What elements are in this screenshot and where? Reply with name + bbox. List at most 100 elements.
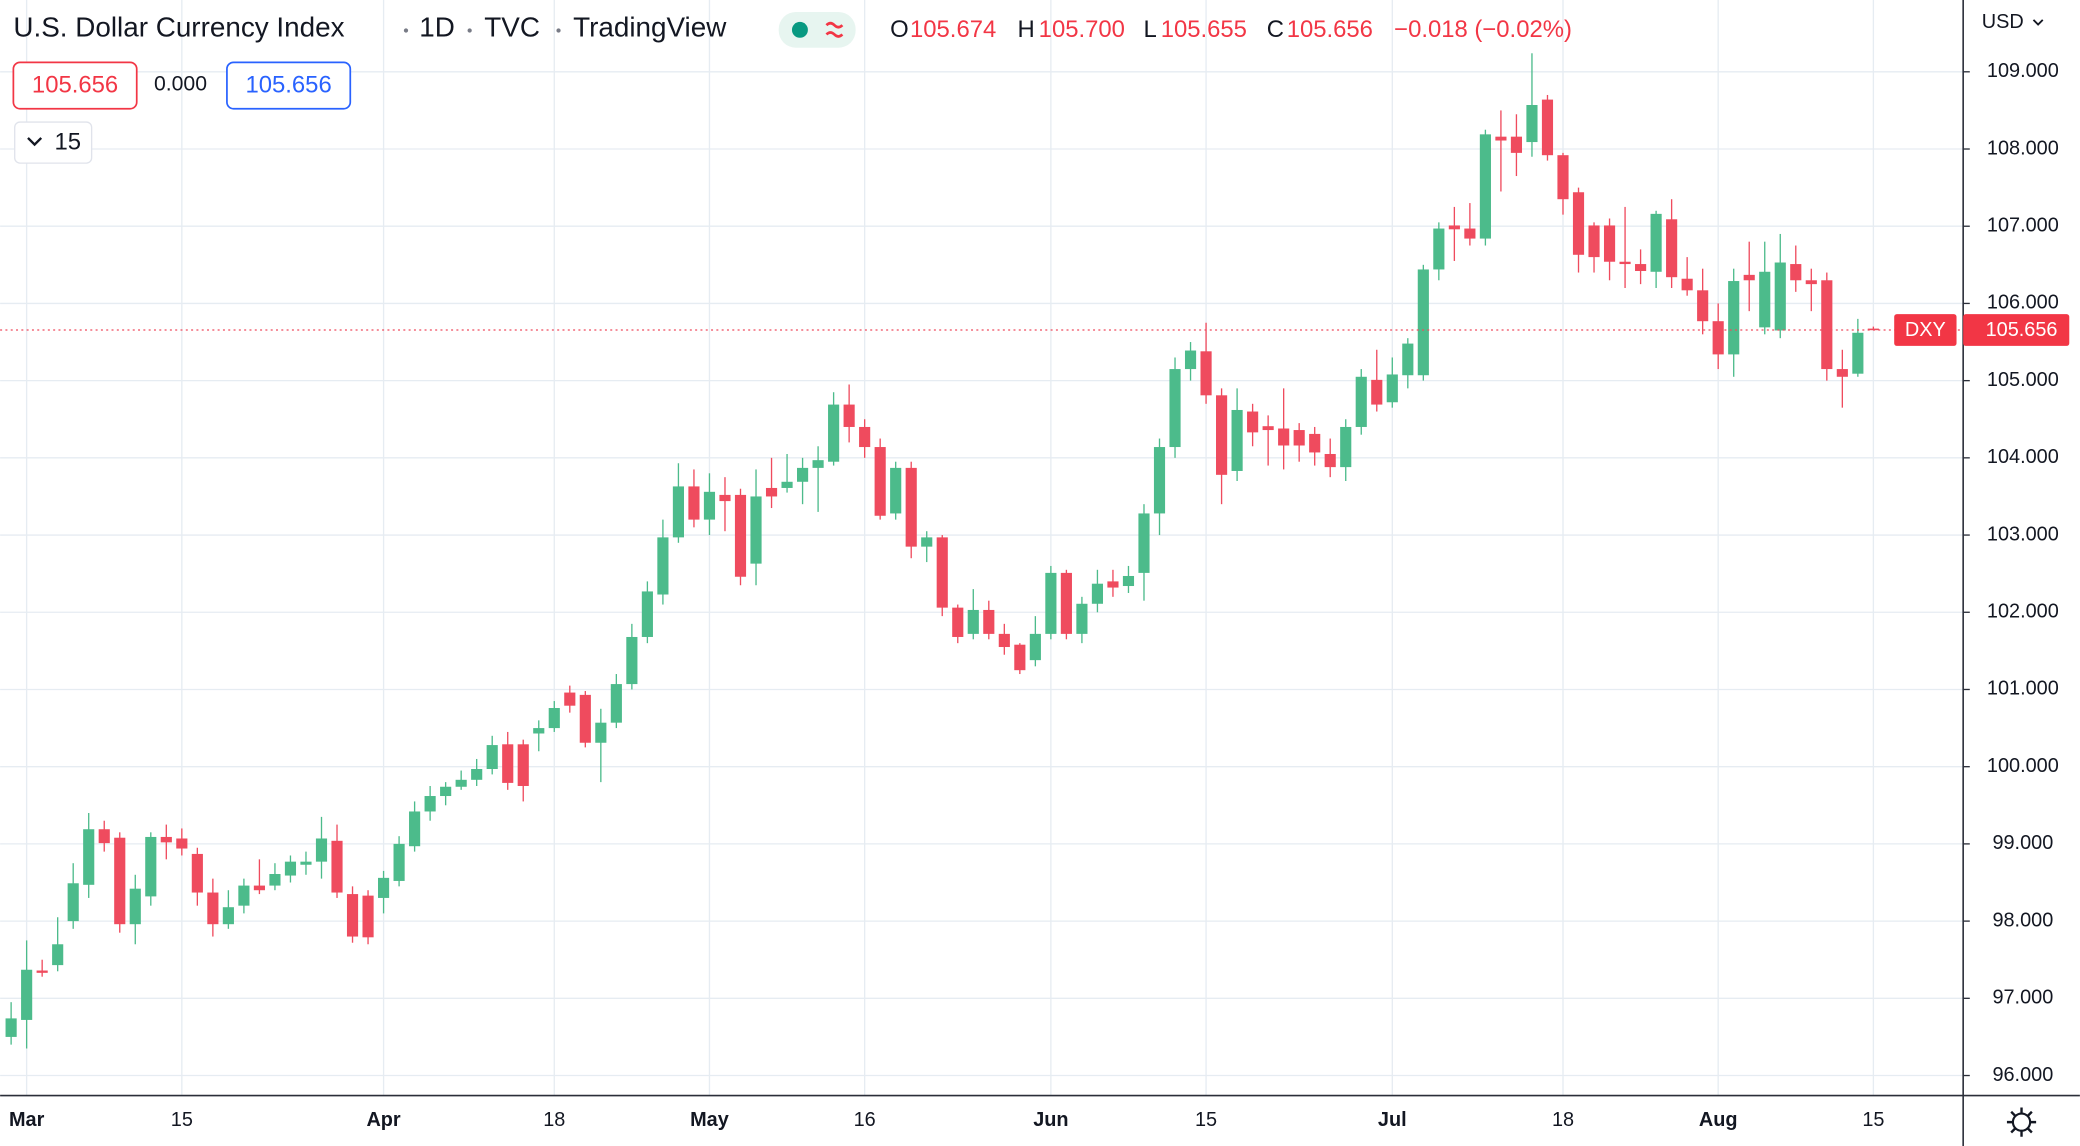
indicators-toggle[interactable] xyxy=(14,121,93,164)
candle-body xyxy=(1153,447,1166,514)
gear-ring xyxy=(2011,1112,2032,1132)
y-tick-label: 108.000 xyxy=(1987,137,2059,159)
candle-body xyxy=(1216,395,1228,475)
candle-body xyxy=(1759,271,1771,328)
settings-icon[interactable] xyxy=(2006,1107,2037,1137)
candle-body xyxy=(1821,280,1833,370)
candle-body xyxy=(859,426,871,448)
sell-price: 105.656 xyxy=(32,72,118,99)
candle-body xyxy=(238,885,250,906)
candle-body xyxy=(812,460,824,468)
candle-body xyxy=(921,537,933,547)
candle-body xyxy=(1324,453,1336,468)
candle-body xyxy=(331,840,343,893)
candle-body xyxy=(781,481,793,488)
x-tick-label: May xyxy=(690,1109,729,1131)
candle-body xyxy=(1572,192,1585,255)
candle-body xyxy=(52,944,64,966)
candle-body xyxy=(502,744,514,783)
candle-body xyxy=(905,467,917,547)
y-tick-label: 106.000 xyxy=(1987,292,2059,314)
candle-body xyxy=(657,537,669,595)
candle-body xyxy=(5,1018,17,1037)
candle-body xyxy=(843,404,855,427)
candle-body xyxy=(1029,633,1041,661)
symbol-label: DXY xyxy=(1905,319,1946,341)
candle-body xyxy=(424,796,436,812)
candle-body xyxy=(1852,332,1864,374)
candle-body xyxy=(1790,264,1802,281)
candle-body xyxy=(1386,374,1398,403)
candle-body xyxy=(1340,426,1352,468)
candle-body xyxy=(1371,379,1383,405)
market-open-dot xyxy=(791,21,808,38)
candle-body xyxy=(1278,428,1290,446)
candle-body xyxy=(1014,644,1026,671)
symbol-title: U.S. Dollar Currency Index xyxy=(13,12,344,43)
candle-body xyxy=(1526,105,1538,143)
candle-body xyxy=(440,786,452,797)
y-tick-label: 107.000 xyxy=(1987,214,2059,236)
candle-body xyxy=(486,745,498,770)
chevron-icon xyxy=(27,137,43,147)
candle-body xyxy=(703,491,716,520)
interval[interactable]: 1D xyxy=(419,12,455,43)
currency[interactable]: USD xyxy=(1982,11,2024,33)
candle-body xyxy=(377,877,390,898)
candle-body xyxy=(688,486,700,520)
candle-body xyxy=(284,861,297,876)
candle-body xyxy=(1495,136,1507,141)
sell-button[interactable] xyxy=(12,61,138,110)
candle-body xyxy=(734,494,747,577)
candle-body xyxy=(610,684,622,723)
y-tick-label: 97.000 xyxy=(1992,987,2053,1009)
chevron-icon xyxy=(2032,19,2044,26)
candle-body xyxy=(393,843,405,881)
y-tick-label: 102.000 xyxy=(1987,601,2059,623)
ohlc-letter: O xyxy=(890,16,909,43)
candle-body xyxy=(765,487,778,497)
candle-body xyxy=(1479,134,1491,239)
candle-body xyxy=(1728,281,1740,355)
candle-body xyxy=(1433,228,1445,270)
buy-price: 105.656 xyxy=(245,72,331,99)
separator xyxy=(467,28,472,33)
indicator-count: 15 xyxy=(54,129,81,156)
plot-area xyxy=(0,0,1964,1096)
candle-body xyxy=(1060,572,1072,634)
y-tick-label: 104.000 xyxy=(1987,446,2059,468)
candle-body xyxy=(222,907,234,925)
ohlc-letter: C xyxy=(1267,16,1284,43)
candle-body xyxy=(455,779,467,787)
candle-body xyxy=(1402,343,1414,376)
candle-body xyxy=(533,728,545,734)
candle-body xyxy=(362,895,374,938)
x-tick-label: Aug xyxy=(1699,1109,1738,1131)
exchange: TVC xyxy=(484,12,540,43)
candle-body xyxy=(346,894,359,937)
y-tick-label: 101.000 xyxy=(1987,678,2059,700)
candle-body xyxy=(21,969,33,1020)
candle-body xyxy=(1448,225,1460,230)
y-tick-label: 100.000 xyxy=(1987,755,2059,777)
ohlc-value: 105.656 xyxy=(1287,16,1373,43)
candle-body xyxy=(874,447,886,516)
candle-body xyxy=(641,591,653,637)
ohlc-value: 105.674 xyxy=(910,16,996,43)
buy-button[interactable] xyxy=(226,61,352,110)
candle-body xyxy=(300,861,312,865)
candle-body xyxy=(1588,225,1600,258)
candle-body xyxy=(1836,369,1848,377)
candle-body xyxy=(409,811,421,847)
market-status-badge[interactable] xyxy=(778,11,856,48)
y-tick-label: 103.000 xyxy=(1987,523,2059,545)
candle-body xyxy=(1510,136,1523,153)
ohlc-letter: H xyxy=(1017,16,1034,43)
x-tick-label: 15 xyxy=(1195,1109,1217,1131)
candle-body xyxy=(1122,575,1135,587)
x-tick-label: 16 xyxy=(854,1109,876,1131)
candle-body xyxy=(1231,409,1243,471)
x-tick-label: Mar xyxy=(9,1109,45,1131)
delayed-icon xyxy=(825,21,844,38)
